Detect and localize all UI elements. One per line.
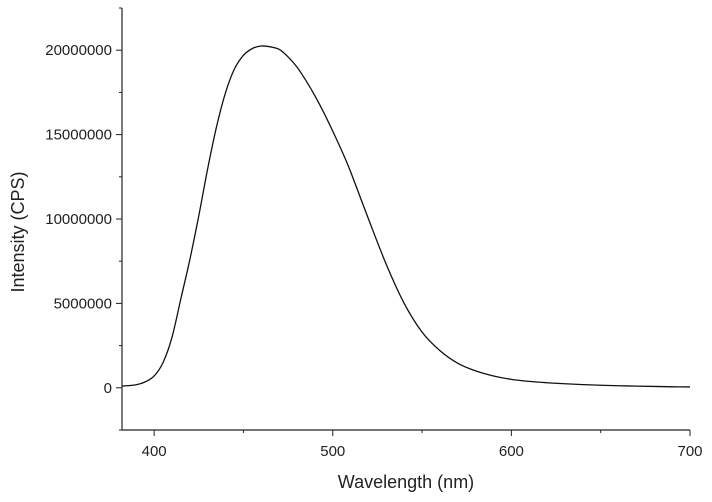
y-tick-label: 10000000 (45, 211, 112, 228)
y-tick-label: 5000000 (54, 295, 112, 312)
x-axis-label: Wavelength (nm) (338, 472, 474, 492)
y-tick-label: 15000000 (45, 127, 112, 144)
y-axis-ticks: 0 5000000 10000000 15000000 20000000 (45, 8, 122, 430)
x-tick-label: 500 (320, 443, 345, 460)
y-axis-label: Intensity (CPS) (8, 171, 28, 292)
y-tick-label: 0 (104, 380, 112, 397)
plot-area: 0 5000000 10000000 15000000 20000000 400 500 6… (45, 8, 702, 460)
x-tick-label: 400 (142, 443, 167, 460)
y-tick-label: 20000000 (45, 42, 112, 59)
x-tick-label: 700 (677, 443, 702, 460)
x-tick-label: 600 (499, 443, 524, 460)
x-axis-ticks: 400 500 600 700 (142, 430, 703, 460)
series-line (122, 46, 690, 387)
